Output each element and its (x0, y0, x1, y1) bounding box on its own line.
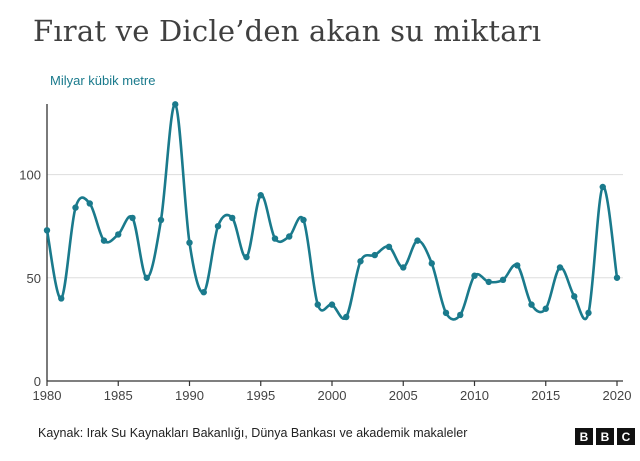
y-tick-label: 100 (19, 168, 41, 183)
x-tick-label: 1980 (33, 388, 62, 403)
y-tick-label: 50 (27, 271, 41, 286)
data-point (357, 258, 364, 265)
x-tick-label: 2000 (318, 388, 347, 403)
data-point (229, 214, 236, 222)
data-point (58, 295, 65, 302)
logo-letter: B (575, 428, 593, 445)
data-series (43, 101, 621, 321)
data-point (571, 293, 578, 300)
grid-lines (47, 174, 623, 279)
x-tick-label: 1985 (104, 388, 133, 403)
data-point (385, 243, 393, 251)
data-point (172, 101, 179, 108)
data-point (556, 264, 564, 271)
data-point (314, 301, 321, 308)
logo-letter: C (617, 428, 635, 445)
data-point (300, 216, 307, 224)
source-note: Kaynak: Irak Su Kaynakları Bakanlığı, Dü… (38, 426, 468, 440)
y-tick-label: 0 (34, 374, 41, 389)
data-point (100, 237, 108, 244)
data-point (542, 305, 549, 312)
x-tick-label: 2015 (531, 388, 560, 403)
data-point (115, 231, 122, 238)
series-line (45, 103, 619, 321)
data-point (499, 276, 507, 284)
data-point (271, 235, 279, 242)
data-point (243, 253, 250, 261)
data-point (514, 262, 521, 269)
chart-title: Fırat ve Dicle’den akan su miktarı (33, 14, 542, 48)
tick-labels: 0 50 100 1980 1985 1990 1995 2000 2005 2010 2015 20… (19, 168, 631, 403)
data-point (328, 301, 336, 308)
data-point (428, 260, 435, 267)
data-point (442, 309, 450, 317)
x-tick-label: 1990 (175, 388, 204, 403)
data-point (200, 289, 207, 296)
data-point (86, 200, 93, 207)
data-point (414, 237, 421, 244)
data-point (343, 313, 350, 321)
data-point (371, 251, 378, 259)
data-point (585, 309, 592, 317)
data-point (613, 274, 621, 281)
data-point (457, 311, 464, 319)
data-point (257, 192, 264, 199)
data-point (143, 274, 150, 281)
y-axis-unit-label: Milyar kübik metre (50, 73, 156, 88)
data-point (186, 239, 193, 246)
bbc-logo: B B C (575, 428, 635, 445)
data-point (400, 264, 407, 271)
data-point (72, 204, 79, 211)
data-point (528, 301, 535, 308)
data-point (129, 214, 136, 222)
data-point (157, 216, 165, 224)
x-tick-label: 2005 (389, 388, 418, 403)
data-point (485, 278, 492, 286)
data-point (43, 227, 51, 234)
logo-letter: B (596, 428, 614, 445)
data-point (471, 272, 478, 279)
data-point (599, 183, 606, 191)
x-tick-label: 2020 (603, 388, 632, 403)
data-point (214, 222, 222, 230)
axes (46, 104, 623, 386)
x-tick-label: 2010 (460, 388, 489, 403)
data-point (286, 233, 293, 240)
x-tick-label: 1995 (246, 388, 275, 403)
